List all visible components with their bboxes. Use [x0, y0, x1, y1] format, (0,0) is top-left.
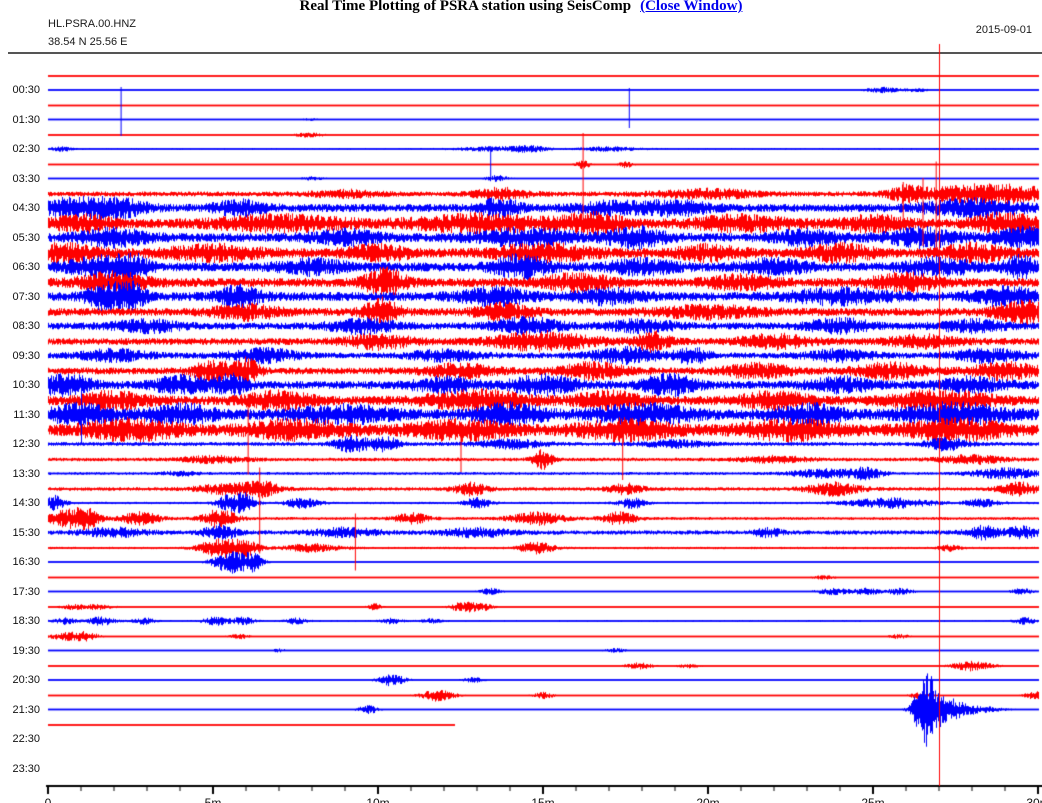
row-label: 22:30	[12, 733, 40, 745]
row-label: 23:30	[12, 762, 40, 775]
x-tick-label: 0	[44, 796, 52, 803]
row-label: 06:30	[12, 261, 40, 273]
row-label: 04:30	[12, 202, 40, 214]
x-tick-label: 10m	[366, 796, 390, 803]
row-label: 17:30	[12, 585, 40, 598]
row-label: 09:30	[12, 349, 40, 362]
row-label: 19:30	[12, 644, 40, 657]
x-tick-label: 5m	[204, 796, 222, 803]
row-label: 00:30	[12, 84, 40, 96]
row-label: 14:30	[12, 497, 40, 509]
x-tick-label: 30m	[1026, 796, 1042, 803]
row-label: 16:30	[12, 556, 40, 568]
x-tick-label: 25m	[861, 796, 885, 803]
row-label: 03:30	[12, 172, 40, 185]
row-label: 05:30	[12, 231, 40, 244]
row-label: 18:30	[12, 615, 40, 627]
row-label: 12:30	[12, 438, 40, 450]
row-label: 07:30	[12, 290, 40, 303]
row-label: 15:30	[12, 526, 40, 539]
row-label: 10:30	[12, 379, 40, 391]
row-label: 02:30	[12, 143, 40, 155]
row-label: 01:30	[12, 113, 40, 126]
row-label: 20:30	[12, 674, 40, 686]
row-label: 11:30	[13, 408, 40, 421]
row-label: 13:30	[12, 467, 40, 480]
row-label: 21:30	[12, 703, 40, 716]
row-label: 08:30	[12, 320, 40, 332]
x-tick-label: 20m	[696, 796, 720, 803]
x-tick-label: 15m	[531, 796, 555, 803]
